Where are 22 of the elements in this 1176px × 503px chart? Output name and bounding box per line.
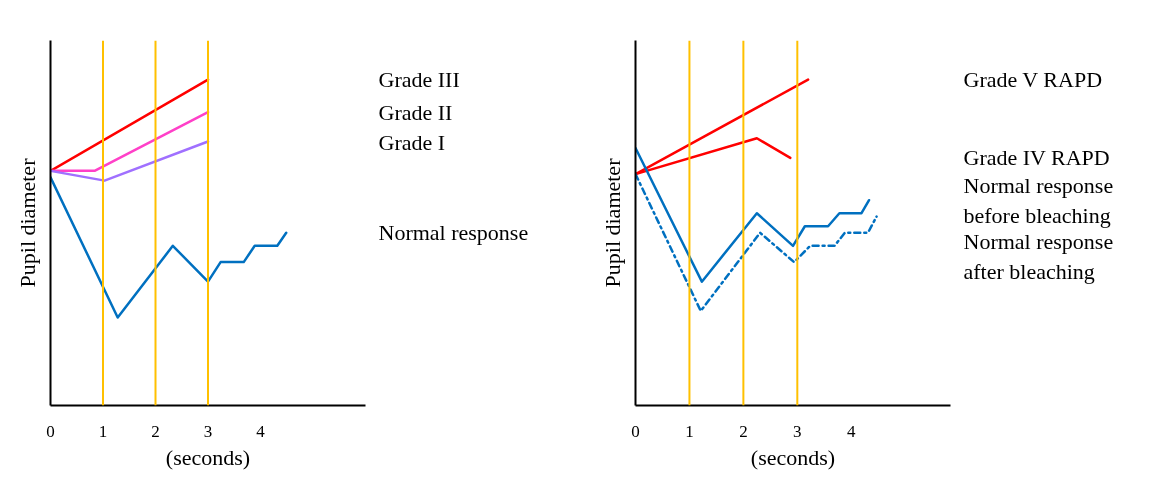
text: Normal response before bleaching [963,173,1114,229]
x-tick-label: 3 [203,421,213,441]
text: Normal response after bleaching [963,229,1114,285]
x-tick-label: 0 [631,421,640,441]
text: Grade I [378,129,446,155]
x-tick-label: 1 [685,421,694,441]
x-axis-title: (seconds) [750,444,836,470]
y-axis-title: Pupil diameter [599,157,625,288]
text: Grade III [378,67,460,93]
text: Grade IV RAPD [963,145,1110,171]
x-tick-label: 4 [256,421,266,441]
x-tick-label: 4 [847,421,856,441]
x-tick-label: 0 [46,421,55,441]
x-tick-label: 2 [739,421,748,441]
text: Grade V RAPD [963,67,1103,93]
x-axis-title: (seconds) [165,444,251,470]
text: Normal response [378,220,529,246]
x-tick-label: 3 [793,421,802,441]
x-tick-label: 1 [98,421,108,441]
y-axis-title: Pupil diameter [14,157,40,288]
x-tick-label: 2 [151,421,160,441]
text: Grade II [378,99,453,125]
